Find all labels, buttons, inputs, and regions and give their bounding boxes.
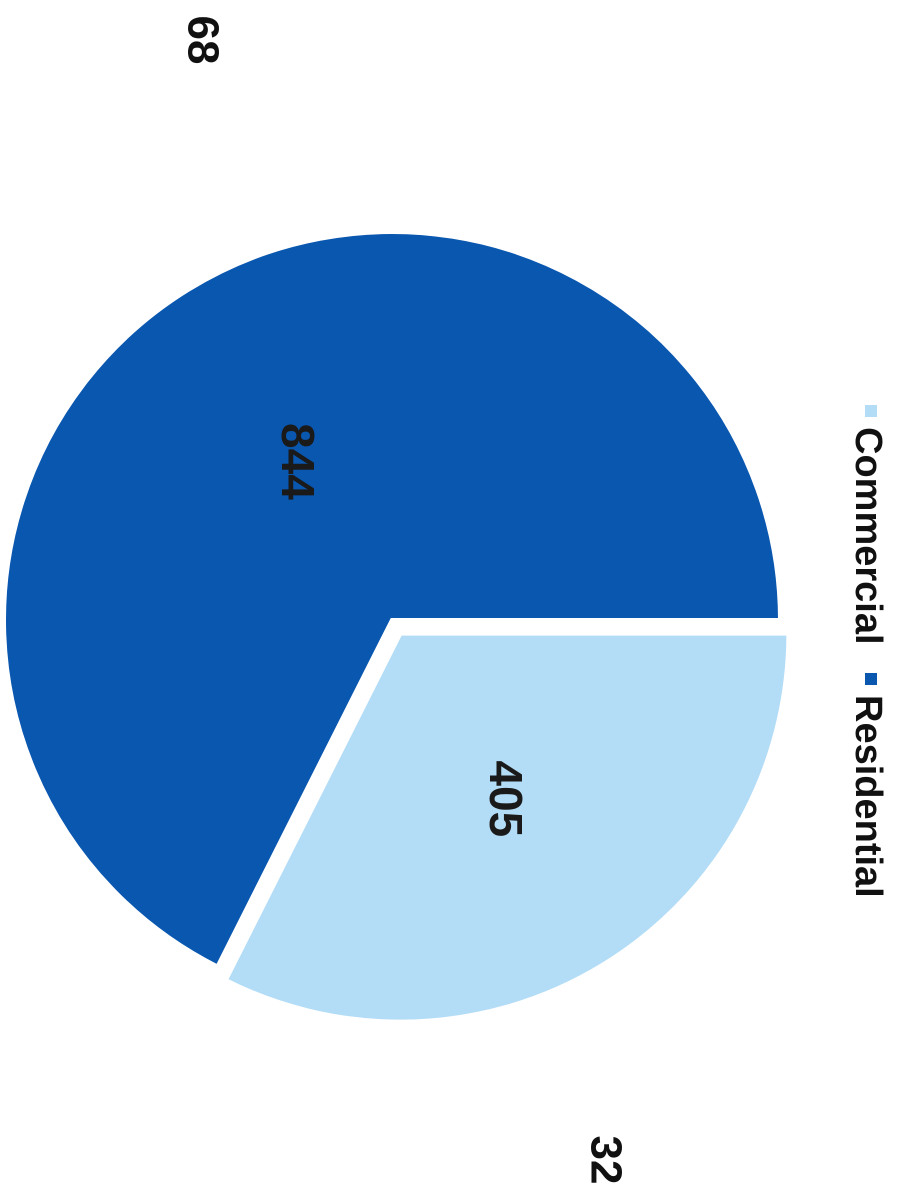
pie-slice-labels: 405 844 [272, 423, 532, 837]
legend-swatch-commercial [865, 405, 877, 417]
pie-slice-commercial [223, 631, 791, 1024]
corner-label-top: 68 [178, 16, 227, 65]
slice-label-group-residential: 844 [272, 423, 324, 500]
legend-label-commercial: Commercial [847, 427, 889, 645]
slice-value-label-residential: 844 [272, 423, 324, 500]
slice-label-group-commercial: 405 [480, 760, 532, 837]
pie-slice-residential [2, 230, 783, 970]
corner-label-bottom: 32 [581, 1136, 630, 1185]
legend-label-residential: Residential [847, 695, 889, 898]
corner-label-top-group: 68 [178, 16, 227, 65]
legend: Commercial Residential [847, 405, 889, 898]
slice-value-label-commercial: 405 [480, 760, 532, 837]
corner-label-bottom-group: 32 [581, 1136, 630, 1185]
pie-slices [2, 230, 791, 1024]
legend-swatch-residential [865, 673, 877, 685]
